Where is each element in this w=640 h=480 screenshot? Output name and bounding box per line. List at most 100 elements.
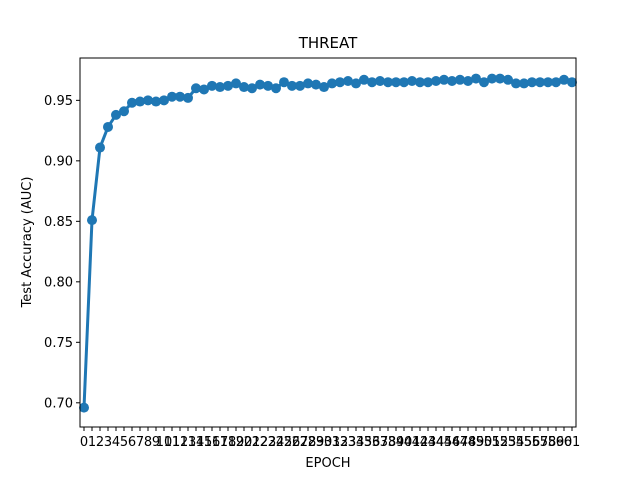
data-point <box>303 78 313 89</box>
x-tick-label: 33 <box>340 435 357 450</box>
data-point <box>87 215 97 226</box>
x-tick-label: 7 <box>136 435 144 450</box>
data-point <box>215 82 225 93</box>
data-point <box>271 83 281 94</box>
x-tick-label: 36 <box>364 435 381 450</box>
data-point <box>103 121 113 132</box>
data-point <box>367 77 377 88</box>
data-point <box>239 82 249 93</box>
x-tick-label: 59 <box>548 435 565 450</box>
data-point <box>119 106 129 117</box>
x-tick-label: 0 <box>80 435 88 450</box>
x-tick-label: 32 <box>332 435 349 450</box>
data-point <box>191 83 201 94</box>
x-tick-label: 42 <box>412 435 429 450</box>
data-point <box>375 75 385 86</box>
x-tick-label: 60 <box>556 435 573 450</box>
data-point <box>127 97 137 108</box>
x-tick-label: 9 <box>152 435 160 450</box>
x-tick-label: 46 <box>444 435 461 450</box>
x-tick-label: 6 <box>128 435 136 450</box>
data-point <box>327 78 337 89</box>
y-tick-label: 0.80 <box>44 275 73 290</box>
data-point <box>479 77 489 88</box>
data-point <box>255 79 265 90</box>
x-tick-label: 12 <box>172 435 189 450</box>
x-tick-label: 5 <box>120 435 128 450</box>
x-tick-label: 13 <box>180 435 197 450</box>
y-axis-label: Test Accuracy (AUC) <box>20 177 35 309</box>
x-tick-label: 55 <box>516 435 533 450</box>
data-point <box>247 83 257 94</box>
data-point <box>351 78 361 89</box>
data-point <box>143 95 153 106</box>
chart-title: THREAT <box>298 34 358 52</box>
data-point <box>471 73 481 84</box>
x-tick-label: 30 <box>316 435 333 450</box>
x-tick-label: 48 <box>460 435 477 450</box>
x-tick-label: 51 <box>484 435 501 450</box>
x-tick-label: 58 <box>540 435 557 450</box>
data-point <box>359 74 369 85</box>
data-point <box>399 77 409 88</box>
x-tick-label: 61 <box>564 435 581 450</box>
y-tick-label: 0.95 <box>44 94 73 109</box>
data-point <box>151 96 161 107</box>
data-point <box>311 79 321 90</box>
x-axis-label: EPOCH <box>305 456 350 471</box>
data-point <box>175 91 185 102</box>
plot-area <box>79 73 577 413</box>
data-point <box>495 73 505 84</box>
y-tick-label: 0.75 <box>44 336 73 351</box>
data-point <box>111 109 121 120</box>
data-point <box>183 92 193 103</box>
x-tick-label: 26 <box>284 435 301 450</box>
plot-frame <box>79 57 577 428</box>
x-tick-label: 23 <box>260 435 277 450</box>
data-point <box>439 74 449 85</box>
x-tick-label: 45 <box>436 435 453 450</box>
x-tick-label: 22 <box>252 435 269 450</box>
data-point <box>567 77 577 88</box>
y-tick-label: 0.90 <box>44 154 73 169</box>
data-point <box>415 77 425 88</box>
data-point <box>463 75 473 86</box>
data-point <box>391 77 401 88</box>
x-tick-label: 3 <box>104 435 112 450</box>
x-tick-label: 56 <box>524 435 541 450</box>
data-point <box>263 80 273 91</box>
data-point <box>431 75 441 86</box>
data-point <box>287 80 297 91</box>
x-tick-label: 47 <box>452 435 469 450</box>
x-tick-label: 28 <box>300 435 317 450</box>
x-tick-label: 18 <box>220 435 237 450</box>
x-tick-label: 34 <box>348 435 365 450</box>
data-point <box>559 74 569 85</box>
data-point <box>447 75 457 86</box>
data-point <box>335 77 345 88</box>
x-tick-label: 37 <box>372 435 389 450</box>
x-tick-label: 16 <box>204 435 221 450</box>
data-point <box>295 80 305 91</box>
data-point <box>207 80 217 91</box>
x-tick-label: 39 <box>388 435 405 450</box>
data-point <box>543 77 553 88</box>
y-tick-label: 0.85 <box>44 215 73 230</box>
x-tick-label: 38 <box>380 435 397 450</box>
data-point <box>79 402 89 413</box>
data-point <box>423 77 433 88</box>
x-tick-label: 15 <box>196 435 213 450</box>
x-tick-label: 25 <box>276 435 293 450</box>
x-tick-label: 53 <box>500 435 517 450</box>
x-tick-label: 31 <box>324 435 341 450</box>
data-point <box>343 75 353 86</box>
x-tick-label: 10 <box>156 435 173 450</box>
data-point <box>95 142 105 153</box>
data-point <box>279 77 289 88</box>
x-tick-label: 41 <box>404 435 421 450</box>
data-point <box>503 74 513 85</box>
x-tick-label: 43 <box>420 435 437 450</box>
data-point <box>383 77 393 88</box>
